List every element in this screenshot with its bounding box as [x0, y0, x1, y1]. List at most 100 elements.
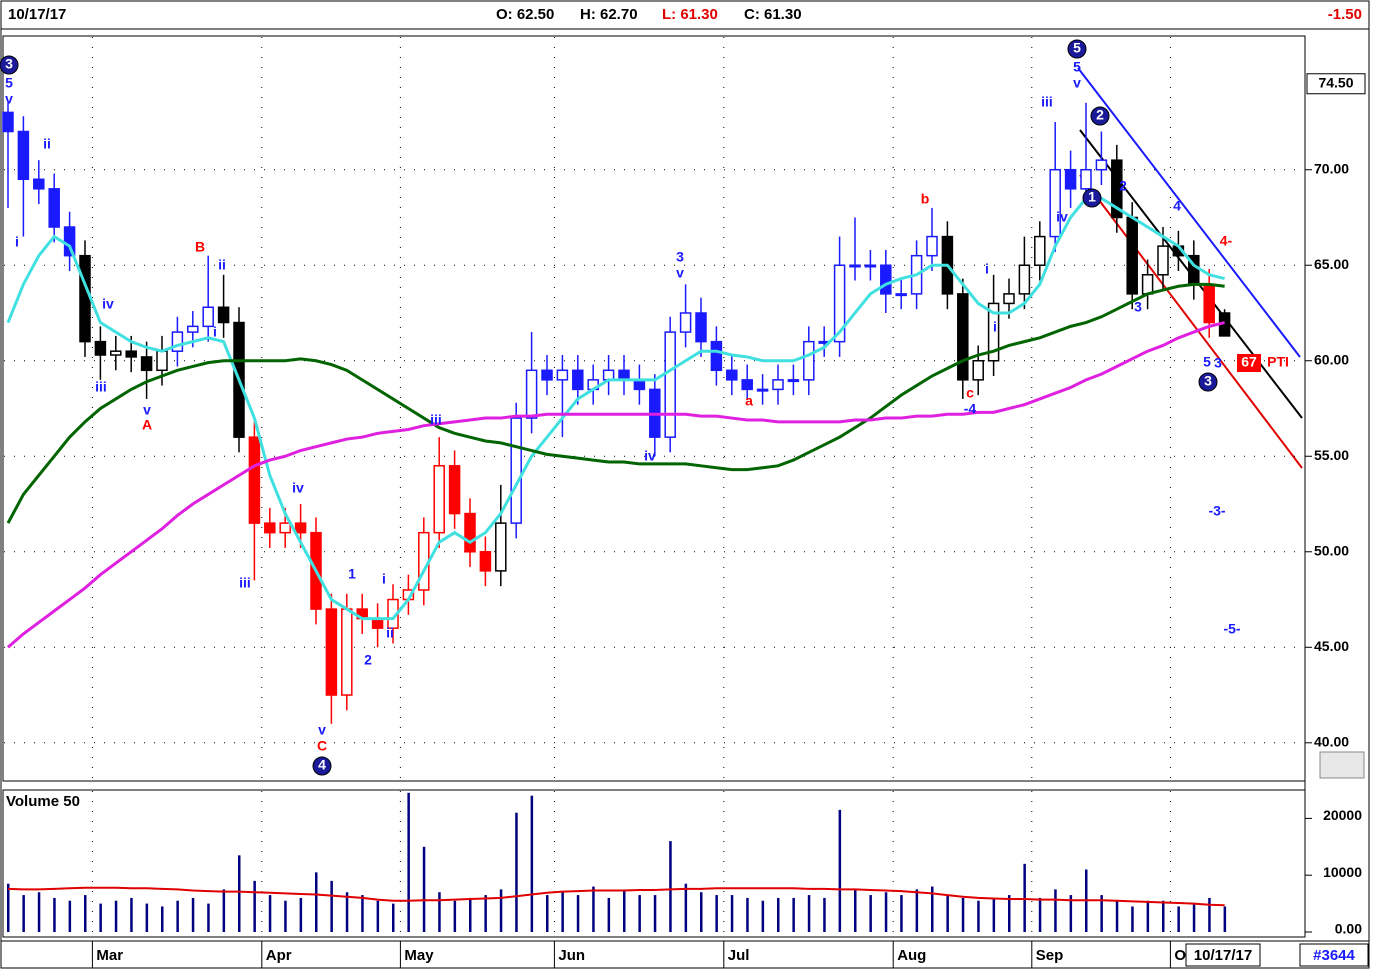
wave-label: -5-	[1223, 621, 1240, 637]
candle-body	[803, 340, 815, 381]
volume-bar	[730, 895, 734, 932]
volume-bar	[191, 897, 195, 932]
moving-average	[7, 321, 1225, 649]
candle-body	[1203, 283, 1215, 324]
panel-icon[interactable]	[1319, 751, 1365, 779]
candle-body	[1141, 274, 1154, 295]
candle-body	[17, 130, 30, 181]
candle-body	[48, 188, 60, 228]
volume-bar	[1115, 900, 1119, 932]
candle-body	[849, 264, 861, 268]
candle-body	[556, 369, 569, 381]
volume-bar	[961, 897, 965, 932]
candle-body	[710, 340, 723, 372]
x-tick-label: Jul	[728, 947, 750, 964]
volume-bar	[330, 880, 333, 932]
volume-bar	[84, 895, 87, 932]
wave-label: iv	[644, 448, 656, 464]
candle-body	[110, 350, 122, 356]
candle-body	[787, 379, 800, 383]
x-tick-label: Jun	[558, 947, 585, 964]
header-close: C: 61.30	[744, 6, 802, 23]
candle-body	[726, 369, 738, 381]
volume-bar	[438, 892, 441, 932]
moving-average	[6, 196, 1225, 621]
volume-bar	[684, 883, 688, 932]
candle-body	[33, 178, 45, 190]
candle-body	[1034, 235, 1046, 266]
wave-label: 3	[1134, 299, 1142, 315]
volume-bar	[869, 895, 872, 932]
candle-body	[140, 356, 153, 372]
candle-body	[880, 264, 892, 295]
wave-label: 67	[1241, 354, 1257, 370]
volume-bar	[268, 895, 272, 932]
header-date: 10/17/17	[8, 6, 66, 23]
wave-label: -3-	[1208, 503, 1225, 519]
wave-label: 5	[1073, 40, 1081, 56]
candle-body	[156, 350, 168, 372]
volume-bar	[22, 895, 25, 932]
candle-body	[1018, 264, 1031, 295]
footer-date: 10/17/17	[1194, 947, 1252, 964]
candle-body	[479, 551, 492, 572]
header-change: -1.50	[1328, 6, 1362, 23]
volume-bar	[422, 846, 426, 932]
candle-body	[341, 608, 353, 696]
wave-circle	[312, 756, 332, 776]
candle-body	[987, 302, 1000, 362]
x-tick-label: Mar	[96, 947, 123, 964]
moving-average	[6, 282, 1225, 524]
candle-body	[695, 312, 707, 343]
volume-bar	[37, 892, 41, 932]
wave-label: ii	[386, 625, 394, 641]
volume-bar	[823, 897, 826, 932]
wave-label: -4	[964, 401, 977, 417]
volume-bar	[623, 889, 626, 932]
volume-bar	[1223, 906, 1227, 932]
volume-title: Volume 50	[6, 793, 80, 810]
wave-label: 4	[318, 757, 326, 773]
volume-bar	[669, 841, 672, 932]
header-open: O: 62.50	[496, 6, 554, 23]
wave-label: i	[213, 324, 217, 340]
volume-bar	[561, 892, 564, 932]
candle-body	[187, 325, 199, 333]
candle-body	[525, 369, 538, 419]
volume-bar	[746, 897, 749, 932]
candle-body	[664, 331, 676, 438]
volume-bar	[792, 897, 795, 932]
candle-body	[464, 512, 476, 553]
volume-bar	[145, 903, 149, 932]
candle-body	[325, 608, 338, 696]
candle-body	[864, 264, 877, 268]
footer-id: #3644	[1313, 947, 1355, 964]
wave-label: ii	[218, 257, 226, 273]
wave-label: 3	[1214, 355, 1222, 371]
volume-bar	[1038, 897, 1042, 932]
volume-bar	[546, 895, 549, 932]
candle-body	[541, 369, 553, 381]
volume-bar	[1100, 895, 1103, 932]
wave-label: 5	[5, 75, 13, 91]
wave-circle	[1082, 188, 1102, 208]
wave-label: 3	[5, 56, 13, 72]
volume-bar	[114, 900, 118, 932]
volume-bar	[1131, 906, 1134, 932]
wave-label: iii	[95, 379, 107, 395]
candle-body	[264, 522, 276, 534]
volume-bar	[161, 906, 164, 932]
volume-bar	[977, 900, 980, 932]
volume-bar	[407, 792, 410, 932]
volume-bar	[761, 900, 765, 932]
volume-bar	[946, 895, 949, 932]
candle-body	[217, 306, 230, 324]
candle-body	[1064, 168, 1077, 190]
volume-bar	[854, 889, 857, 932]
wave-label: 1	[1088, 189, 1096, 205]
wave-label: v	[1073, 75, 1081, 91]
volume-bar	[392, 903, 395, 932]
volume-bar	[453, 900, 457, 932]
candle-body	[202, 306, 214, 328]
volume-bar	[68, 900, 72, 932]
